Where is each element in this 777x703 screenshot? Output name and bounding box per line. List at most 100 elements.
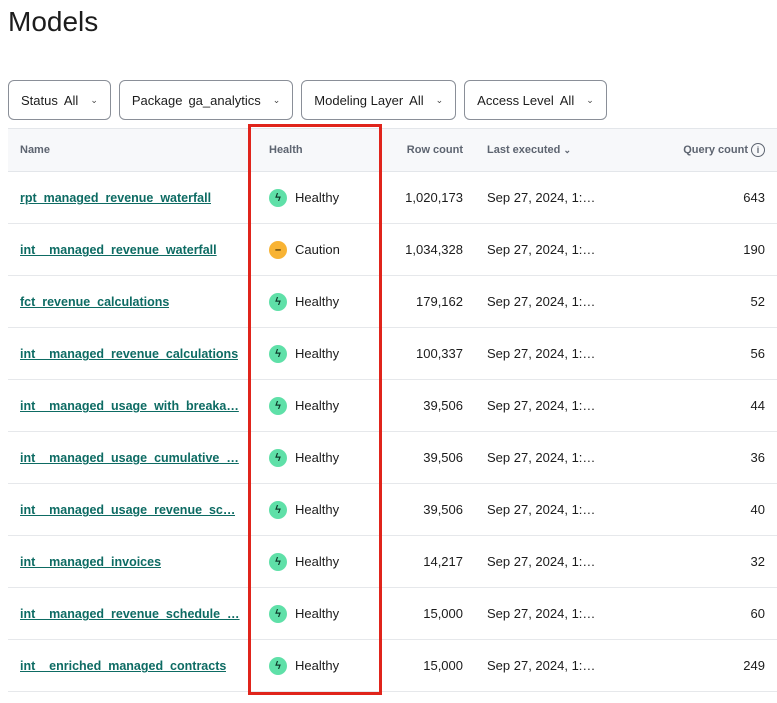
chevron-down-icon: ⌄	[586, 94, 594, 105]
model-name-cell: int__enriched_managed_contracts	[8, 640, 257, 692]
health-cell: ϟ Healthy	[257, 276, 375, 328]
models-table: Name Health Row count Last executed ⌄ Qu…	[8, 128, 777, 692]
column-header-name[interactable]: Name	[20, 144, 50, 156]
filter-package[interactable]: Package ga_analytics ⌄	[118, 80, 294, 120]
model-link[interactable]: int__enriched_managed_contracts	[20, 659, 227, 674]
row-count-cell: 179,162	[416, 294, 463, 309]
chevron-down-icon: ⌄	[90, 94, 98, 105]
healthy-pulse-icon: ϟ	[269, 292, 287, 311]
column-header-query-count[interactable]: Query count i	[625, 129, 777, 172]
chevron-down-icon: ⌄	[435, 94, 444, 105]
page-title: Models	[8, 6, 99, 37]
health-cell: ϟ Healthy	[257, 588, 375, 640]
query-count-cell: 40	[750, 502, 765, 517]
healthy-pulse-icon: ϟ	[269, 396, 287, 415]
model-link[interactable]: int__managed_usage_cumulative_…	[20, 451, 239, 466]
filter-label: Access Level	[477, 92, 554, 108]
query-count-cell: 249	[743, 658, 765, 673]
filter-value: All	[559, 92, 575, 108]
table-row[interactable]: int__enriched_managed_contracts ϟ Healthy…	[8, 640, 777, 692]
table-row[interactable]: int__managed_revenue_calculations ϟ Healt…	[8, 328, 777, 380]
row-count-cell: 15,000	[423, 606, 463, 621]
health-cell: – Caution	[257, 224, 375, 276]
chevron-down-icon: ⌄	[272, 94, 281, 105]
model-link[interactable]: fct_revenue_calculations	[20, 295, 170, 310]
healthy-pulse-icon: ϟ	[269, 344, 287, 363]
last-executed-cell: Sep 27, 2024, 1:…	[487, 346, 596, 361]
health-cell: ϟ Healthy	[257, 328, 375, 380]
query-count-cell: 52	[750, 294, 765, 309]
table-row[interactable]: int__managed_usage_revenue_sc… ϟ Healthy …	[8, 484, 777, 536]
health-label: Healthy	[295, 554, 340, 569]
column-header-last-executed[interactable]: Last executed ⌄	[475, 129, 625, 172]
healthy-pulse-icon: ϟ	[269, 500, 287, 519]
table-row[interactable]: int__managed_usage_with_breaka… ϟ Healthy…	[8, 380, 777, 432]
health-label: Healthy	[295, 398, 340, 413]
table-row[interactable]: fct_revenue_calculations ϟ Healthy 179,16…	[8, 276, 777, 328]
model-link[interactable]: int__managed_revenue_calculations	[20, 347, 239, 362]
row-count-cell: 15,000	[423, 658, 463, 673]
column-label: Query count	[683, 144, 748, 156]
model-link[interactable]: int__managed_revenue_schedule_…	[20, 607, 240, 622]
column-header-health[interactable]: Health	[269, 144, 303, 156]
model-name-cell: int__managed_revenue_calculations	[8, 328, 257, 380]
table-row[interactable]: int__managed_invoices ϟ Healthy 14,217 Se…	[8, 536, 777, 588]
health-cell: ϟ Healthy	[257, 432, 375, 484]
last-executed-cell: Sep 27, 2024, 1:…	[487, 606, 596, 621]
table-row[interactable]: rpt_managed_revenue_waterfall ϟ Healthy 1…	[8, 172, 777, 224]
info-icon[interactable]: i	[751, 143, 765, 157]
model-name-cell: int__managed_revenue_schedule_…	[8, 588, 257, 640]
last-executed-cell: Sep 27, 2024, 1:…	[487, 658, 596, 673]
filter-label: Package	[131, 92, 183, 108]
caution-minus-icon: –	[269, 240, 287, 259]
filter-label: Status	[21, 92, 58, 108]
last-executed-cell: Sep 27, 2024, 1:…	[487, 554, 596, 569]
filter-label: Modeling Layer	[314, 92, 404, 108]
model-link[interactable]: int__managed_usage_revenue_sc…	[20, 503, 236, 518]
health-label: Healthy	[295, 658, 340, 673]
filter-access-level[interactable]: Access Level All ⌄	[464, 80, 607, 120]
model-name-cell: int__managed_revenue_waterfall	[8, 224, 257, 276]
model-link[interactable]: int__managed_invoices	[20, 555, 162, 570]
model-name-cell: int__managed_usage_revenue_sc…	[8, 484, 257, 536]
health-label: Healthy	[295, 502, 340, 517]
table-row[interactable]: int__managed_revenue_waterfall – Caution …	[8, 224, 777, 276]
model-name-cell: int__managed_usage_with_breaka…	[8, 380, 257, 432]
filter-bar: Status All ⌄ Package ga_analytics ⌄ Modeling L…	[8, 80, 607, 120]
chevron-down-icon: ⌄	[563, 145, 571, 155]
healthy-pulse-icon: ϟ	[269, 552, 287, 571]
health-cell: ϟ Healthy	[257, 640, 375, 692]
model-name-cell: int__managed_invoices	[8, 536, 257, 588]
model-link[interactable]: rpt_managed_revenue_waterfall	[20, 191, 212, 206]
health-label: Healthy	[295, 606, 340, 621]
filter-value: ga_analytics	[188, 92, 261, 108]
health-cell: ϟ Healthy	[257, 484, 375, 536]
row-count-cell: 14,217	[423, 554, 463, 569]
filter-modeling-layer[interactable]: Modeling Layer All ⌄	[301, 80, 457, 120]
health-label: Healthy	[295, 346, 340, 361]
table-row[interactable]: int__managed_usage_cumulative_… ϟ Healthy…	[8, 432, 777, 484]
health-cell: ϟ Healthy	[257, 380, 375, 432]
health-cell: ϟ Healthy	[257, 536, 375, 588]
column-header-row-count[interactable]: Row count	[406, 144, 463, 156]
query-count-cell: 190	[743, 242, 765, 257]
table-row[interactable]: int__managed_revenue_schedule_… ϟ Healthy…	[8, 588, 777, 640]
query-count-cell: 44	[750, 398, 765, 413]
row-count-cell: 100,337	[416, 346, 463, 361]
filter-value: All	[63, 92, 79, 108]
last-executed-cell: Sep 27, 2024, 1:…	[487, 294, 596, 309]
model-name-cell: int__managed_usage_cumulative_…	[8, 432, 257, 484]
filter-status[interactable]: Status All ⌄	[8, 80, 111, 120]
row-count-cell: 39,506	[423, 398, 463, 413]
healthy-pulse-icon: ϟ	[269, 656, 287, 675]
model-link[interactable]: int__managed_usage_with_breaka…	[20, 399, 239, 414]
health-label: Caution	[295, 242, 340, 257]
health-cell: ϟ Healthy	[257, 172, 375, 224]
last-executed-cell: Sep 27, 2024, 1:…	[487, 450, 596, 465]
health-label: Healthy	[295, 294, 340, 309]
query-count-cell: 60	[750, 606, 765, 621]
last-executed-cell: Sep 27, 2024, 1:…	[487, 190, 596, 205]
model-link[interactable]: int__managed_revenue_waterfall	[20, 243, 217, 258]
last-executed-cell: Sep 27, 2024, 1:…	[487, 398, 596, 413]
query-count-cell: 56	[750, 346, 765, 361]
